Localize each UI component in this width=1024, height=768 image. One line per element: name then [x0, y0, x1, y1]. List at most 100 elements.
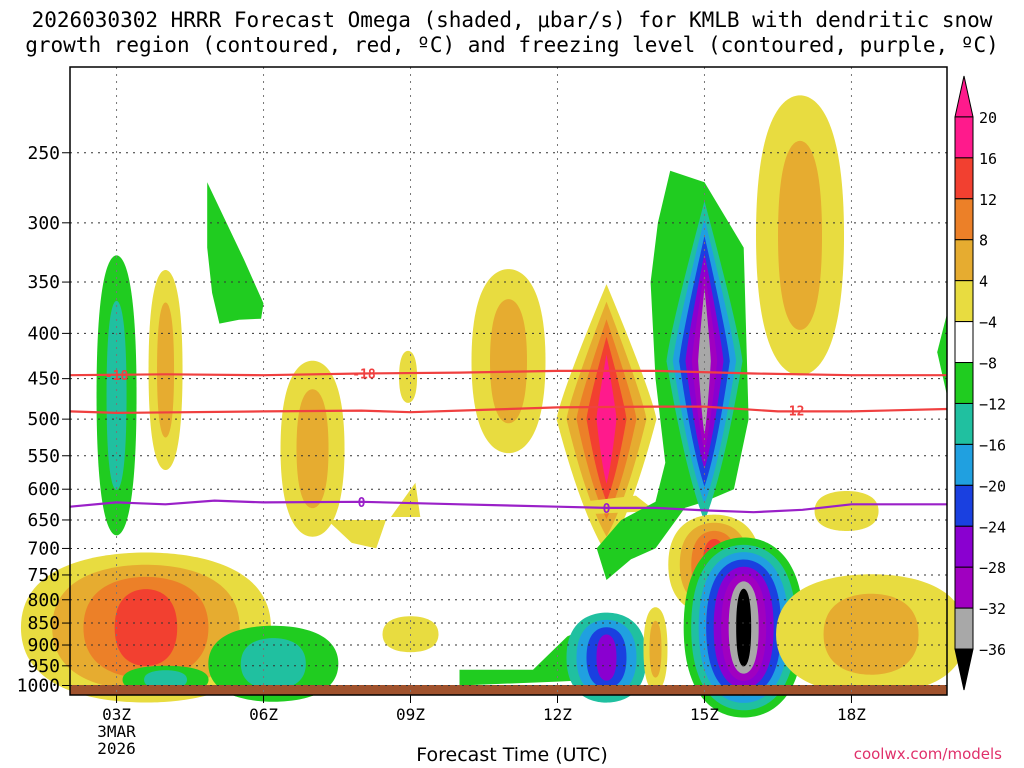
ytick-label-350: 350	[27, 272, 60, 293]
credit-link[interactable]: coolwx.com/models	[853, 745, 1002, 763]
updraft-18z-low	[776, 574, 967, 695]
ytick-label-400: 400	[27, 323, 60, 344]
x-axis-label: Forecast Time (UTC)	[416, 744, 608, 766]
downward-4z-low-level-1	[144, 670, 188, 690]
updraft-8z-small-level-0	[399, 350, 418, 403]
downward-6z-low	[208, 625, 339, 702]
downward-3z-upper	[96, 255, 137, 536]
xtick-sublabel-0: 3MAR	[97, 722, 136, 741]
colorbar-label-4: 4	[979, 273, 988, 291]
updraft-13z-level-4	[596, 354, 617, 484]
colorbar-swatch-7	[954, 402, 974, 445]
colorbar-swatch-1	[954, 157, 974, 200]
xtick-label-03Z: 03Z	[102, 705, 131, 724]
updraft-18z	[814, 490, 879, 531]
ytick-label-800: 800	[27, 590, 60, 611]
colorbar-swatch-6	[954, 362, 974, 404]
ytick-label-550: 550	[27, 446, 60, 467]
ytick-label-450: 450	[27, 369, 60, 390]
updraft-11z	[471, 269, 546, 454]
updraft-13z-tail	[582, 495, 656, 514]
downward-13z-low	[566, 612, 647, 703]
contour-label-4: 0	[603, 502, 611, 517]
downward-16z-low-level-7	[736, 588, 752, 667]
ytick-label-300: 300	[27, 213, 60, 234]
xtick-label-12Z: 12Z	[543, 705, 572, 724]
downward-5z	[207, 182, 264, 324]
updraft-17z-level-1	[778, 140, 823, 330]
xtick-label-09Z: 09Z	[396, 705, 425, 724]
updraft-14z-low-level-1	[649, 620, 662, 678]
title-line-1: 2026030302 HRRR Forecast Omega (shaded, …	[31, 8, 993, 32]
ytick-label-650: 650	[27, 510, 60, 531]
updraft-17z	[756, 95, 845, 376]
colorbar-swatch-4	[954, 280, 974, 323]
contour-label-0: -18	[105, 369, 129, 384]
contour-2	[69, 499, 947, 514]
colorbar-label-9: −20	[979, 477, 1006, 495]
colorbar-label-8: −16	[979, 436, 1006, 454]
colorbar-label-11: −28	[979, 559, 1006, 577]
plot-frame	[69, 66, 948, 696]
colorbar-swatch-10	[954, 525, 974, 568]
colorbar-label-10: −24	[979, 518, 1006, 536]
updraft-11z-level-1	[490, 299, 527, 424]
updraft-18z-low-level-1	[823, 593, 919, 675]
colorbar-label-13: −36	[979, 641, 1006, 659]
contour-1	[69, 405, 948, 415]
colorbar-top-arrow	[954, 75, 974, 118]
chart-title: 2026030302 HRRR Forecast Omega (shaded, …	[0, 8, 1024, 58]
colorbar-label-5: −4	[979, 314, 997, 332]
colorbar-swatch-0	[954, 116, 974, 159]
colorbar-label-0: 20	[979, 109, 997, 127]
updraft-18z-level-0	[814, 490, 879, 531]
colorbar-label-3: 8	[979, 232, 988, 250]
updraft-7z	[280, 360, 345, 537]
colorbar-swatch-5	[954, 321, 974, 364]
ytick-label-900: 900	[27, 635, 60, 656]
xtick-label-06Z: 06Z	[249, 705, 278, 724]
updraft-7z-tail	[327, 520, 386, 549]
ytick-label-600: 600	[27, 479, 60, 500]
contour-label-2: -12	[781, 405, 804, 420]
contour-0	[69, 369, 947, 377]
updraft-8z-small	[399, 350, 418, 403]
xtick-label-15Z: 15Z	[690, 705, 719, 724]
updraft-13z	[556, 284, 657, 555]
updraft-14z-low	[643, 607, 668, 692]
ground-bar	[70, 685, 947, 695]
downward-13z-low-level-3	[596, 634, 617, 681]
contour-label-1: -18	[352, 367, 376, 382]
colorbar-swatch-9	[954, 484, 974, 527]
colorbar-swatch-2	[954, 198, 974, 241]
ytick-label-1000: 1000	[17, 676, 60, 697]
ytick-label-500: 500	[27, 409, 60, 430]
colorbar-bottom-arrow	[954, 648, 974, 691]
ytick-label-250: 250	[27, 143, 60, 164]
updraft-4z	[148, 270, 183, 471]
ytick-label-700: 700	[27, 538, 60, 559]
ytick-label-750: 750	[27, 565, 60, 586]
colorbar-swatch-12	[954, 607, 974, 650]
downward-3z-upper-level-1	[106, 300, 127, 490]
colorbar-label-12: −32	[979, 600, 1006, 618]
updraft-4z-level-1	[157, 302, 175, 438]
title-line-2: growth region (contoured, red, ºC) and f…	[25, 33, 999, 57]
updraft-3z-low-level-3	[114, 589, 178, 666]
updraft-9z-low	[390, 482, 421, 517]
colorbar-swatch-8	[954, 443, 974, 486]
xtick-label-18Z: 18Z	[837, 705, 866, 724]
ytick-label-950: 950	[27, 656, 60, 677]
colorbar-label-1: 16	[979, 150, 997, 168]
updraft-7z-level-1	[296, 389, 329, 509]
colorbar-swatch-11	[954, 566, 974, 609]
colorbar-swatch-3	[954, 239, 974, 282]
ytick-label-850: 850	[27, 613, 60, 634]
colorbar-label-2: 12	[979, 191, 997, 209]
downward-16z-low	[683, 537, 804, 718]
downward-6z-low-level-1	[240, 638, 306, 690]
colorbar-label-6: −8	[979, 355, 997, 373]
colorbar-label-7: −12	[979, 395, 1006, 413]
contour-label-3: 0	[358, 496, 366, 511]
